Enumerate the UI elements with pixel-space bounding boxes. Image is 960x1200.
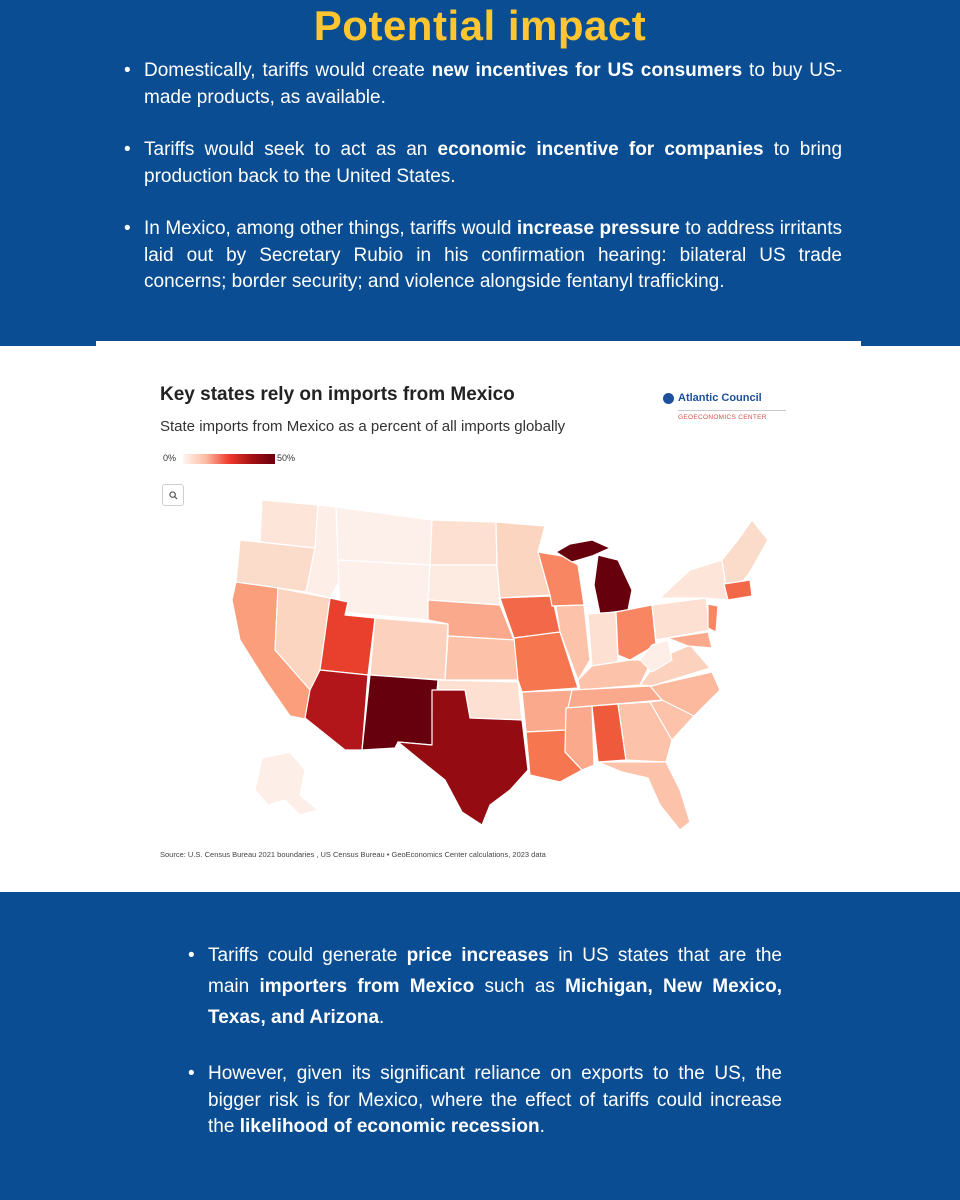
bullet-emphasis: importers from Mexico xyxy=(259,976,475,997)
top-bullet-list: Domestically, tariffs would create new i… xyxy=(124,58,842,322)
bullet-text: . xyxy=(379,1007,385,1028)
page-title: Potential impact xyxy=(313,2,647,49)
globe-icon xyxy=(663,393,674,404)
bullet-price-increases: Tariffs could generate price increases i… xyxy=(188,940,782,1033)
bullet-mexico-pressure: In Mexico, among other things, tariffs w… xyxy=(124,216,842,296)
bullet-text: to address irritants laid out by Secreta… xyxy=(144,218,842,292)
bottom-bullet-list: Tariffs could generate price increases i… xyxy=(188,940,782,1169)
legend-max-label: 50% xyxy=(277,453,296,463)
bullet-companies: Tariffs would seek to act as an economic… xyxy=(124,137,842,190)
bullet-text: Tariffs would seek to act as an xyxy=(144,139,438,160)
bullet-emphasis: likelihood of economic recession xyxy=(239,1116,540,1137)
bullet-text: However, given its significant reliance … xyxy=(208,1063,782,1137)
zoom-button[interactable] xyxy=(162,484,184,506)
bullet-emphasis: price increases xyxy=(406,945,549,966)
map-subtitle: State imports from Mexico as a percent o… xyxy=(160,418,566,435)
legend-color-scale xyxy=(183,454,275,464)
bullet-text: Tariffs could generate xyxy=(208,945,407,966)
map-title: Key states rely on imports from Mexico xyxy=(160,384,515,405)
bullet-recession-risk: However, given its significant reliance … xyxy=(188,1061,782,1141)
bullet-emphasis: increase pressure xyxy=(516,218,680,239)
legend-min-label: 0% xyxy=(163,453,177,463)
bullet-text: Domestically, tariffs would create xyxy=(144,60,432,81)
bullet-emphasis: Michigan, New Mexico, Texas, and Arizona xyxy=(208,976,783,1028)
bullet-consumers: Domestically, tariffs would create new i… xyxy=(124,58,842,111)
bullet-emphasis: new incentives for US consumers xyxy=(431,60,743,81)
bullet-text: in US states that are the main xyxy=(208,945,782,997)
magnifier-icon xyxy=(168,490,178,500)
bullet-text: to buy US-made products, as available. xyxy=(144,60,843,108)
bullet-text: In Mexico, among other things, tariffs w… xyxy=(144,218,517,239)
bullet-emphasis: economic incentive for companies xyxy=(437,139,764,160)
bullet-text: . xyxy=(539,1116,545,1137)
bullet-text: to bring production back to the United S… xyxy=(144,139,843,187)
map-panel-edge xyxy=(96,341,861,347)
brand-name: Atlantic Council xyxy=(678,392,762,404)
brand-divider xyxy=(678,410,786,411)
brand-subtitle: GEOECONOMICS CENTER xyxy=(678,414,767,421)
map-source-note: Source: U.S. Census Bureau 2021 boundari… xyxy=(160,850,546,859)
bullet-text: such as xyxy=(474,976,566,997)
